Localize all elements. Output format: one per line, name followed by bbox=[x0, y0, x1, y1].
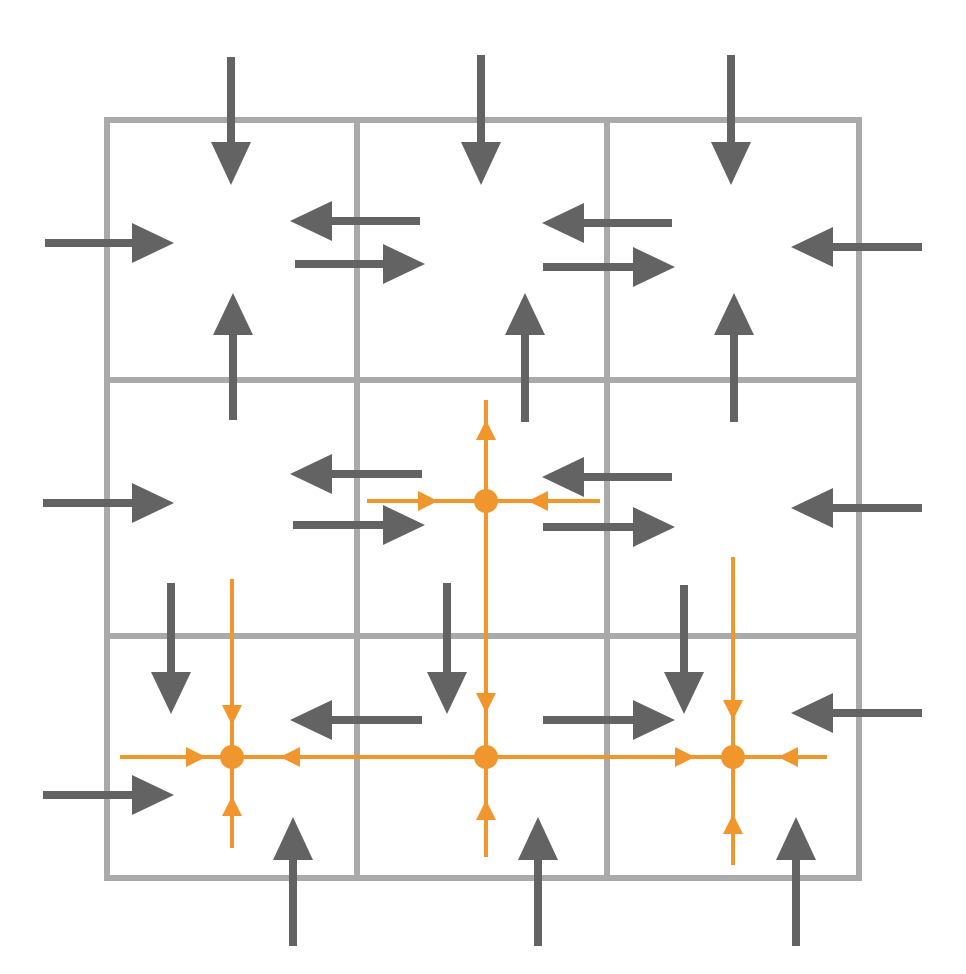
arrow-right bbox=[43, 483, 174, 523]
orange-arrowhead bbox=[186, 747, 206, 767]
orange-arrowhead bbox=[778, 747, 798, 767]
arrow-right bbox=[543, 700, 675, 740]
arrow-right bbox=[543, 507, 675, 547]
arrow-down bbox=[664, 585, 704, 714]
arrow-right bbox=[295, 244, 425, 284]
arrow-up bbox=[776, 817, 816, 946]
arrow-up bbox=[505, 293, 545, 422]
arrow-left bbox=[791, 227, 922, 267]
arrow-up bbox=[714, 293, 754, 422]
arrow-down bbox=[711, 55, 751, 185]
orange-arrowhead bbox=[280, 747, 300, 767]
arrow-up bbox=[273, 817, 313, 946]
arrow-right bbox=[45, 223, 174, 263]
arrow-left bbox=[542, 457, 672, 497]
highlight-arrowheads bbox=[186, 420, 798, 834]
arrow-left bbox=[290, 454, 422, 494]
highlight-node bbox=[220, 745, 244, 769]
orange-arrowhead bbox=[723, 814, 743, 834]
arrow-down bbox=[211, 57, 251, 185]
arrow-right bbox=[293, 505, 425, 545]
arrow-down bbox=[461, 55, 501, 185]
arrow-left bbox=[542, 203, 672, 243]
orange-arrowhead bbox=[476, 693, 496, 713]
arrow-left bbox=[791, 488, 922, 528]
arrow-up bbox=[518, 817, 558, 946]
orange-arrowhead bbox=[528, 491, 548, 511]
arrow-right bbox=[43, 775, 174, 815]
orange-arrowhead bbox=[723, 700, 743, 720]
arrow-up bbox=[213, 293, 253, 420]
arrow-down bbox=[151, 583, 191, 714]
orange-arrowhead bbox=[222, 705, 242, 725]
orange-arrowhead bbox=[476, 800, 496, 820]
highlight-nodes bbox=[220, 489, 745, 769]
flow-arrows bbox=[43, 55, 922, 946]
highlight-node bbox=[474, 489, 498, 513]
orange-arrowhead bbox=[675, 747, 695, 767]
orange-arrowhead bbox=[222, 796, 242, 816]
orange-arrowhead bbox=[476, 420, 496, 440]
arrow-left bbox=[290, 700, 422, 740]
arrow-left bbox=[791, 693, 922, 733]
arrow-left bbox=[290, 201, 420, 241]
highlight-node bbox=[474, 745, 498, 769]
highlight-connections bbox=[120, 400, 827, 865]
orange-arrowhead bbox=[418, 491, 438, 511]
arrow-down bbox=[427, 583, 467, 714]
arrow-right bbox=[543, 247, 675, 287]
highlight-node bbox=[721, 745, 745, 769]
